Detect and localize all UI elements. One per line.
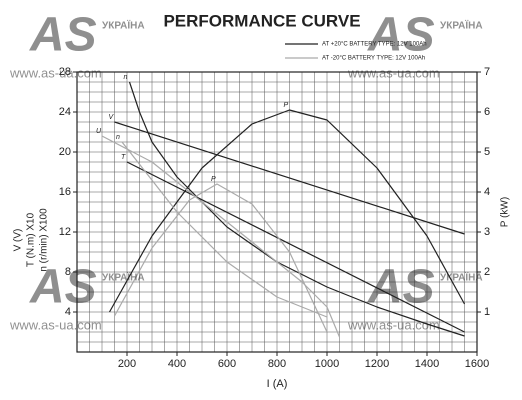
watermark-url: www.as-ua.com — [347, 317, 440, 332]
x-tick-label: 400 — [168, 358, 186, 370]
y-axis-label: T (N.m) X10 — [26, 212, 37, 267]
y2-tick-label: 4 — [484, 186, 490, 198]
watermark-country: УКРАЇНА — [102, 19, 145, 32]
x-tick-label: 200 — [118, 358, 136, 370]
y-tick-label: 4 — [65, 306, 71, 318]
x-tick-label: 600 — [218, 358, 236, 370]
x-tick-label: 800 — [268, 358, 286, 370]
y-axis-label: n (r/min) X100 — [39, 208, 50, 272]
x-tick-label: 1600 — [465, 358, 489, 370]
x-axis-label: I (A) — [267, 378, 288, 390]
watermark-url: www.as-ua.com — [347, 65, 440, 80]
watermark-brand: AS — [29, 9, 97, 62]
y-axis-label: V (V) — [13, 229, 24, 252]
watermark-brand: AS — [367, 9, 435, 62]
series-line — [121, 141, 328, 318]
watermark-brand: AS — [367, 261, 435, 314]
x-tick-label: 1000 — [315, 358, 339, 370]
curve-label: T — [121, 154, 126, 161]
y2-tick-label: 1 — [484, 306, 490, 318]
chart-title: PERFORMANCE CURVE — [163, 11, 360, 30]
y2-tick-label: 6 — [484, 106, 490, 118]
curve-label: n — [124, 74, 128, 81]
curve-label: U — [96, 128, 102, 135]
watermark-url: www.as-ua.com — [9, 317, 102, 332]
y-tick-label: 24 — [59, 106, 71, 118]
y-tick-label: 20 — [59, 146, 71, 158]
series-line — [113, 183, 328, 333]
curve-label: V — [109, 114, 115, 121]
y2-axis-label: P (kW) — [500, 197, 511, 227]
legend-label: AT +20°C BATTERY TYPE: 12V 100Ah — [322, 42, 427, 48]
curve-label: P — [211, 176, 216, 183]
legend-label: AT -20°C BATTERY TYPE: 12V 100Ah — [322, 56, 425, 62]
y2-tick-label: 3 — [484, 226, 490, 238]
y-tick-label: 28 — [59, 66, 71, 78]
series-line — [114, 121, 465, 235]
series-line — [126, 161, 465, 333]
curve-label: P — [284, 102, 289, 109]
watermark-brand: AS — [29, 261, 97, 314]
watermark-url: www.as-ua.com — [9, 65, 102, 80]
x-tick-label: 1200 — [365, 358, 389, 370]
watermark-country: УКРАЇНА — [102, 271, 145, 284]
series-line — [128, 81, 465, 337]
y2-tick-label: 7 — [484, 66, 490, 78]
y-tick-label: 16 — [59, 186, 71, 198]
y2-tick-label: 2 — [484, 266, 490, 278]
x-tick-label: 1400 — [415, 358, 439, 370]
y-tick-label: 8 — [65, 266, 71, 278]
series-line — [101, 135, 341, 338]
curve-label: n — [116, 134, 120, 141]
y-tick-label: 12 — [59, 226, 71, 238]
series-line — [108, 109, 466, 313]
y2-tick-label: 5 — [484, 146, 490, 158]
watermark-country: УКРАЇНА — [440, 271, 483, 284]
watermark-country: УКРАЇНА — [440, 19, 483, 32]
